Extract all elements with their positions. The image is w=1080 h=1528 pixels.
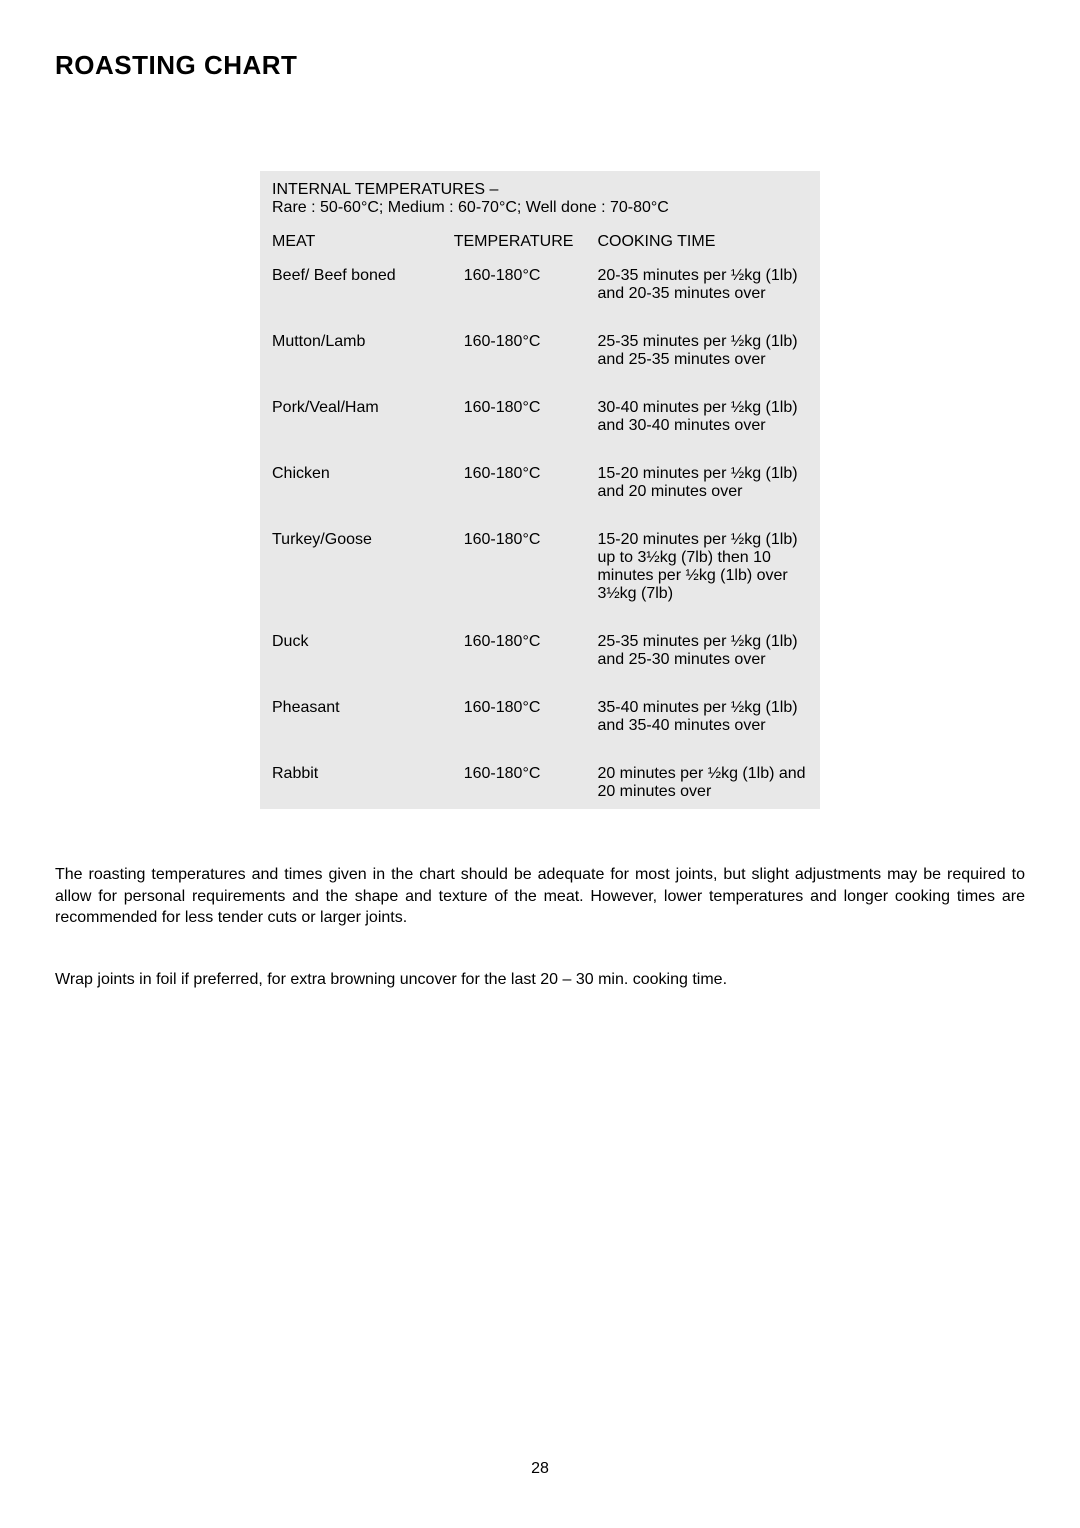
meat-cell: Pheasant [260,691,424,743]
temperature-cell: 160-180°C [424,625,586,677]
table-row: Pheasant 160-180°C 35-40 minutes per ½kg… [260,691,820,743]
cooking-time-cell: 20-35 minutes per ½kg (1lb) and 20-35 mi… [585,259,820,311]
page-title: ROASTING CHART [55,50,1025,81]
column-meat: MEAT [260,227,424,259]
temperature-cell: 160-180°C [424,259,586,311]
table-spacer [260,677,820,691]
cooking-time-cell: 35-40 minutes per ½kg (1lb) and 35-40 mi… [585,691,820,743]
table-row: Beef/ Beef boned 160-180°C 20-35 minutes… [260,259,820,311]
table-column-headers: MEAT TEMPERATURE COOKING TIME [260,227,820,259]
temperature-cell: 160-180°C [424,691,586,743]
note-paragraph-1: The roasting temperatures and times give… [55,864,1025,929]
table-spacer [260,611,820,625]
temperature-cell: 160-180°C [424,457,586,509]
cooking-time-cell: 30-40 minutes per ½kg (1lb) and 30-40 mi… [585,391,820,443]
meat-cell: Chicken [260,457,424,509]
cooking-time-cell: 15-20 minutes per ½kg (1lb) and 20 minut… [585,457,820,509]
table-row: Chicken 160-180°C 15-20 minutes per ½kg … [260,457,820,509]
table-header-row: INTERNAL TEMPERATURES – Rare : 50-60°C; … [260,171,820,227]
table-spacer [260,377,820,391]
table-row: Pork/Veal/Ham 160-180°C 30-40 minutes pe… [260,391,820,443]
page-number: 28 [531,1460,549,1478]
cooking-time-cell: 15-20 minutes per ½kg (1lb) up to 3½kg (… [585,523,820,611]
meat-cell: Duck [260,625,424,677]
cooking-time-cell: 20 minutes per ½kg (1lb) and 20 minutes … [585,757,820,809]
column-temperature: TEMPERATURE [424,227,586,259]
table-row: Mutton/Lamb 160-180°C 25-35 minutes per … [260,325,820,377]
temperature-cell: 160-180°C [424,391,586,443]
table-spacer [260,311,820,325]
temperature-cell: 160-180°C [424,757,586,809]
table-spacer [260,743,820,757]
meat-cell: Mutton/Lamb [260,325,424,377]
cooking-time-cell: 25-35 minutes per ½kg (1lb) and 25-35 mi… [585,325,820,377]
internal-temp-values: Rare : 50-60°C; Medium : 60-70°C; Well d… [272,199,808,217]
table-spacer [260,509,820,523]
table-container: INTERNAL TEMPERATURES – Rare : 50-60°C; … [55,171,1025,809]
table-spacer [260,443,820,457]
internal-temp-label: INTERNAL TEMPERATURES – [272,181,808,199]
meat-cell: Turkey/Goose [260,523,424,611]
meat-cell: Rabbit [260,757,424,809]
table-row: Rabbit 160-180°C 20 minutes per ½kg (1lb… [260,757,820,809]
roasting-table: INTERNAL TEMPERATURES – Rare : 50-60°C; … [260,171,820,809]
table-row: Turkey/Goose 160-180°C 15-20 minutes per… [260,523,820,611]
column-cooking-time: COOKING TIME [585,227,820,259]
meat-cell: Pork/Veal/Ham [260,391,424,443]
temperature-cell: 160-180°C [424,325,586,377]
temperature-cell: 160-180°C [424,523,586,611]
note-paragraph-2: Wrap joints in foil if preferred, for ex… [55,969,1025,991]
cooking-time-cell: 25-35 minutes per ½kg (1lb) and 25-30 mi… [585,625,820,677]
meat-cell: Beef/ Beef boned [260,259,424,311]
table-row: Duck 160-180°C 25-35 minutes per ½kg (1l… [260,625,820,677]
